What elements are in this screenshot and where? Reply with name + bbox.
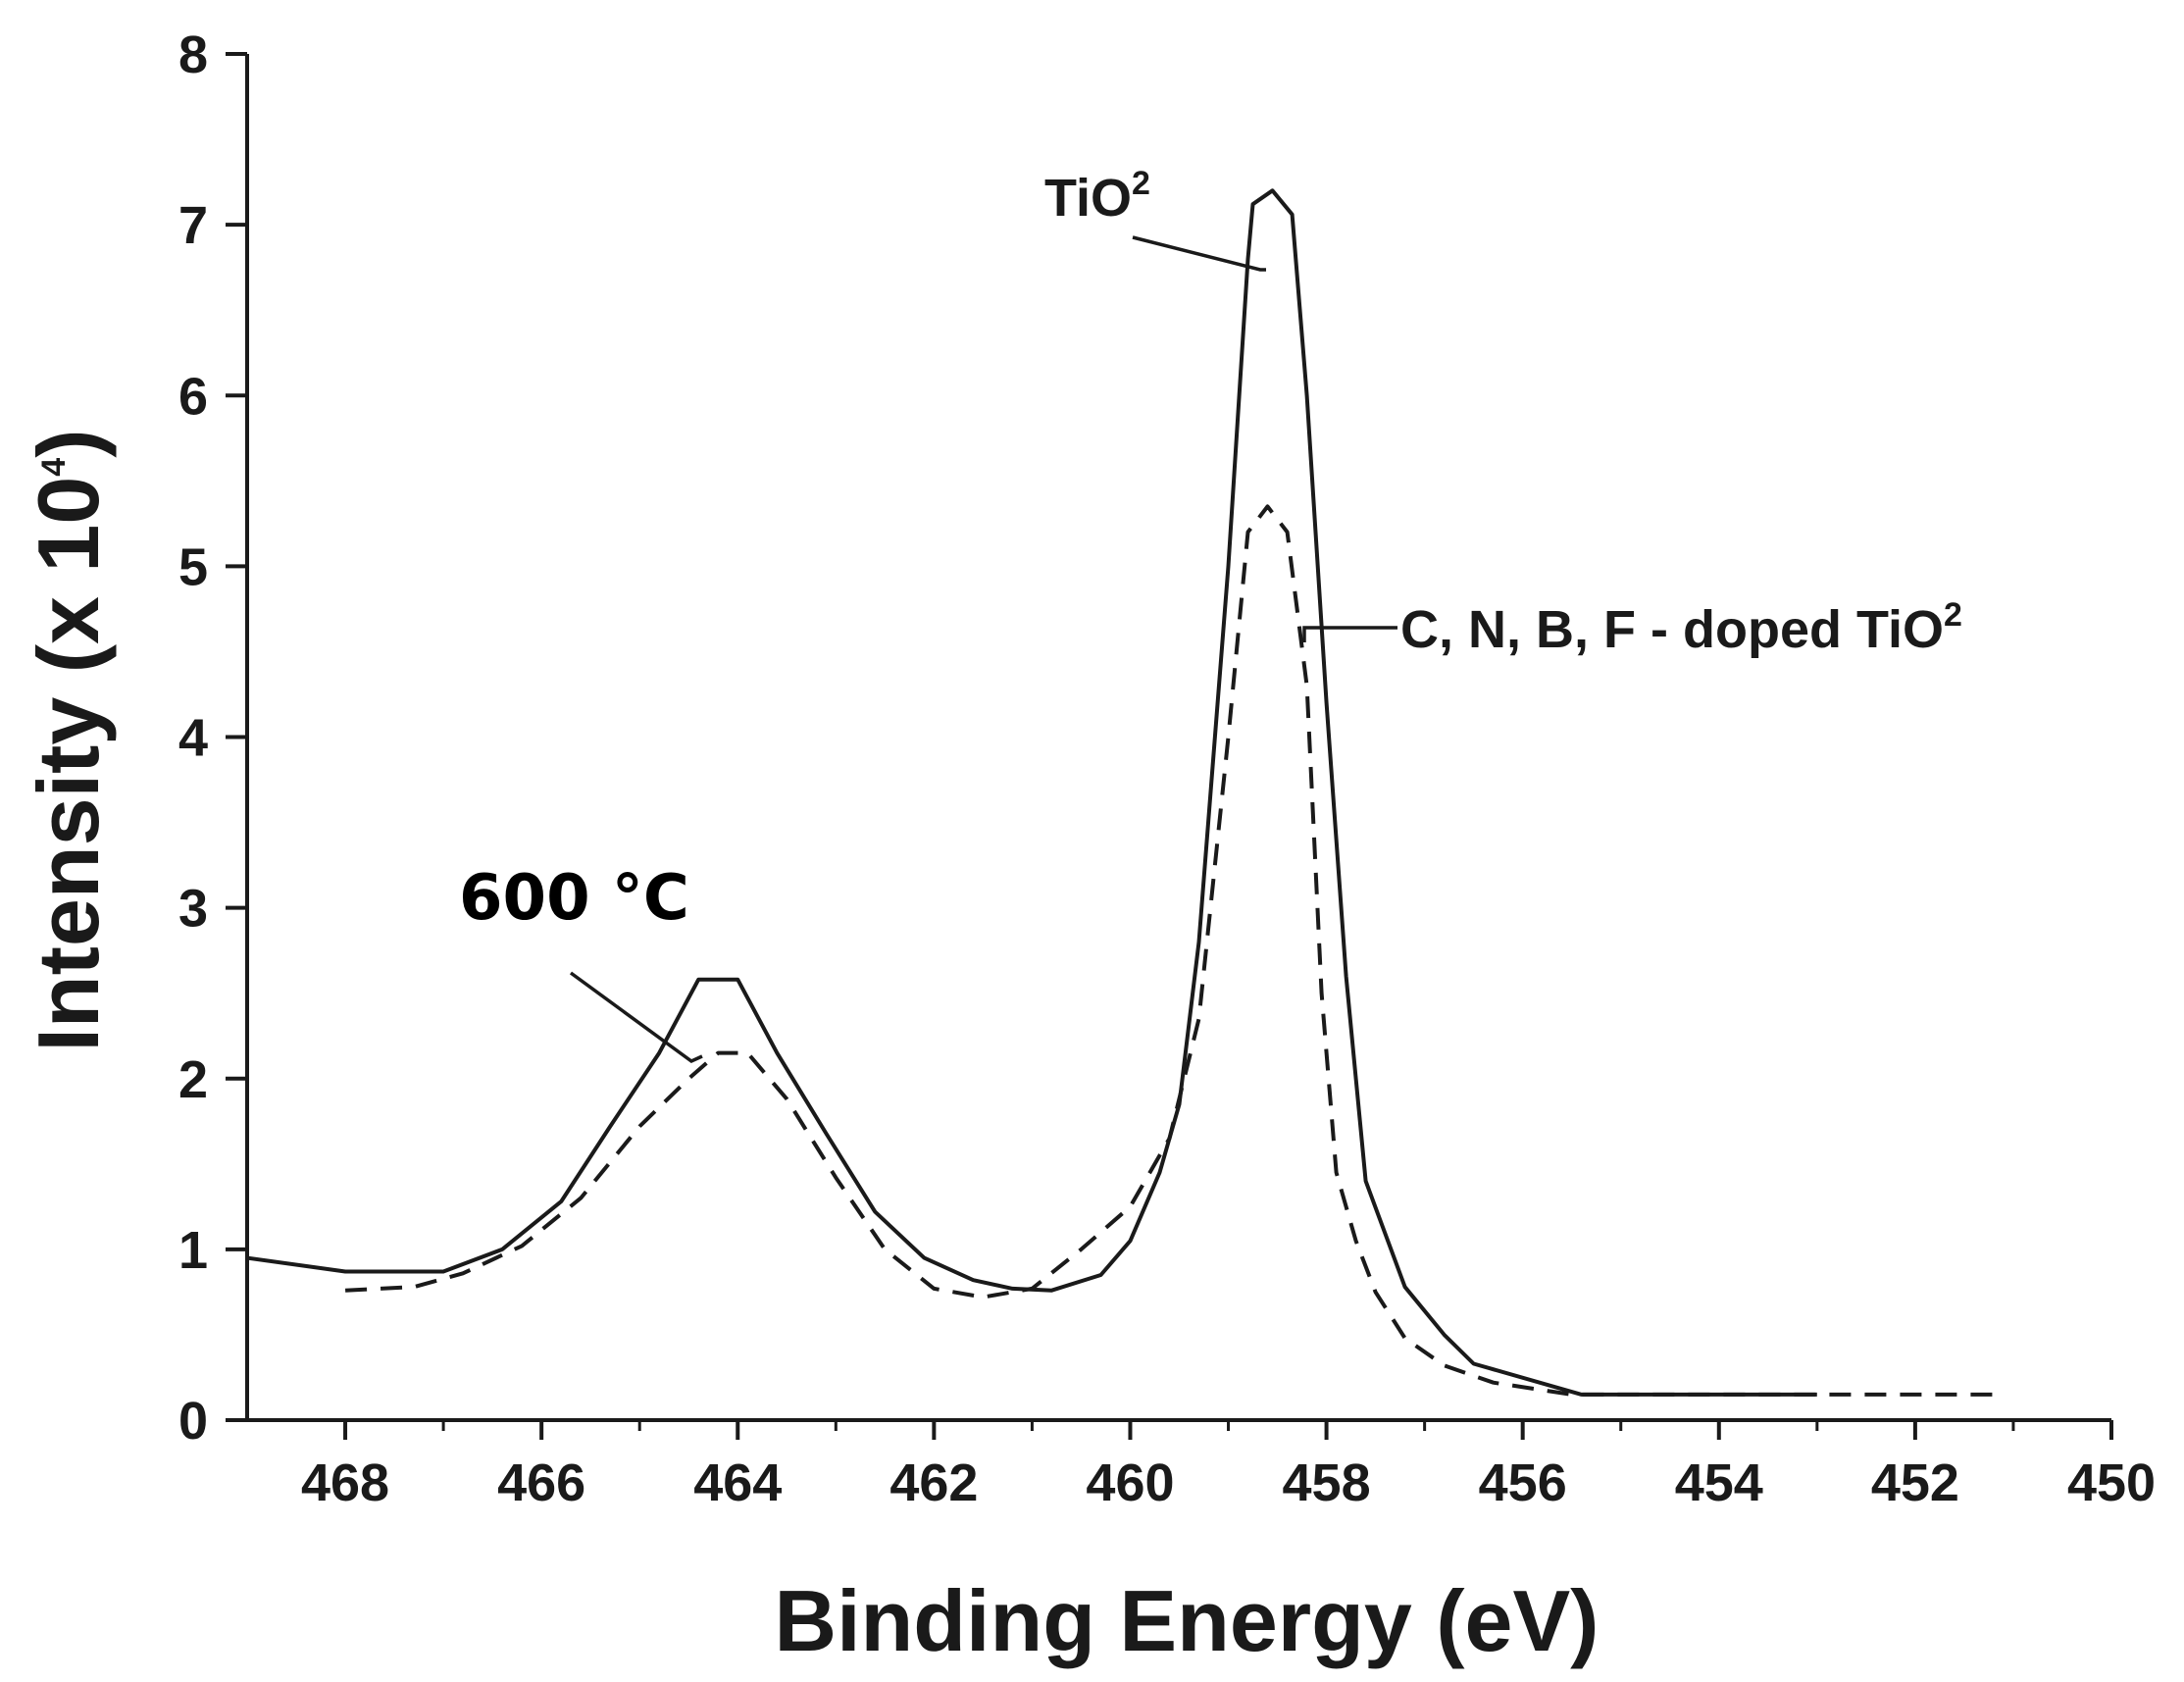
y-tick-label: 4 bbox=[178, 709, 208, 768]
annotation-temperature-leader bbox=[569, 971, 703, 1064]
annotation-doped-leader bbox=[1302, 626, 1397, 642]
x-tick-label: 468 bbox=[301, 1453, 389, 1512]
y-tick-label: 3 bbox=[178, 880, 208, 939]
y-tick-label: 6 bbox=[178, 367, 208, 426]
annotation-temperature-label: 600 °C bbox=[459, 862, 689, 935]
x-tick-label: 462 bbox=[889, 1453, 978, 1512]
x-axis-title: Binding Energy (eV) bbox=[775, 1572, 1600, 1669]
y-axis: 0 1 2 3 4 5 6 7 8 bbox=[178, 25, 249, 1451]
y-axis-title-sup: 4 bbox=[35, 458, 73, 477]
annotation-doped: C, N, B, F - doped TiO2 bbox=[1302, 596, 1962, 659]
annotation-tio2-leader bbox=[1132, 235, 1266, 272]
annotation-tio2-base: TiO bbox=[1044, 169, 1132, 228]
x-tick-label: 452 bbox=[1871, 1453, 1959, 1512]
annotation-tio2-label: TiO2 bbox=[1044, 165, 1150, 228]
x-tick-label: 466 bbox=[497, 1453, 585, 1512]
series-line-dashed bbox=[345, 504, 1994, 1397]
x-tick-label: 456 bbox=[1479, 1453, 1567, 1512]
x-axis: 468 466 464 462 460 458 456 454 452 450 bbox=[247, 1418, 2156, 1512]
y-tick-label: 8 bbox=[178, 25, 208, 84]
y-tick-label: 0 bbox=[178, 1392, 208, 1451]
y-axis-title: Intensity (x 104) bbox=[20, 429, 117, 1051]
annotation-doped-sup: 2 bbox=[1944, 596, 1962, 634]
y-ticks: 0 1 2 3 4 5 6 7 8 bbox=[178, 25, 247, 1451]
y-tick-label: 5 bbox=[178, 537, 208, 596]
x-tick-label: 464 bbox=[693, 1453, 782, 1512]
x-tick-label: 450 bbox=[2067, 1453, 2156, 1512]
x-tick-label: 458 bbox=[1283, 1453, 1371, 1512]
y-tick-label: 2 bbox=[178, 1050, 208, 1109]
x-tick-label: 454 bbox=[1675, 1453, 1763, 1512]
y-axis-title-main: Intensity (x 10 bbox=[20, 477, 117, 1052]
x-tick-label: 460 bbox=[1086, 1453, 1174, 1512]
y-axis-title-close: ) bbox=[20, 429, 117, 457]
annotation-doped-label: C, N, B, F - doped TiO2 bbox=[1400, 596, 1962, 659]
series-layer bbox=[246, 188, 1994, 1397]
annotation-temperature: 600 °C bbox=[459, 862, 703, 1064]
x-ticks: 468 466 464 462 460 458 456 454 452 450 bbox=[301, 1420, 2156, 1512]
annotation-tio2: TiO2 bbox=[1044, 165, 1266, 272]
series-line-solid bbox=[246, 188, 1817, 1397]
annotation-tio2-sup: 2 bbox=[1132, 165, 1150, 202]
y-tick-label: 7 bbox=[178, 196, 208, 255]
y-tick-label: 1 bbox=[178, 1221, 208, 1280]
annotation-doped-base: C, N, B, F - doped TiO bbox=[1400, 600, 1944, 659]
